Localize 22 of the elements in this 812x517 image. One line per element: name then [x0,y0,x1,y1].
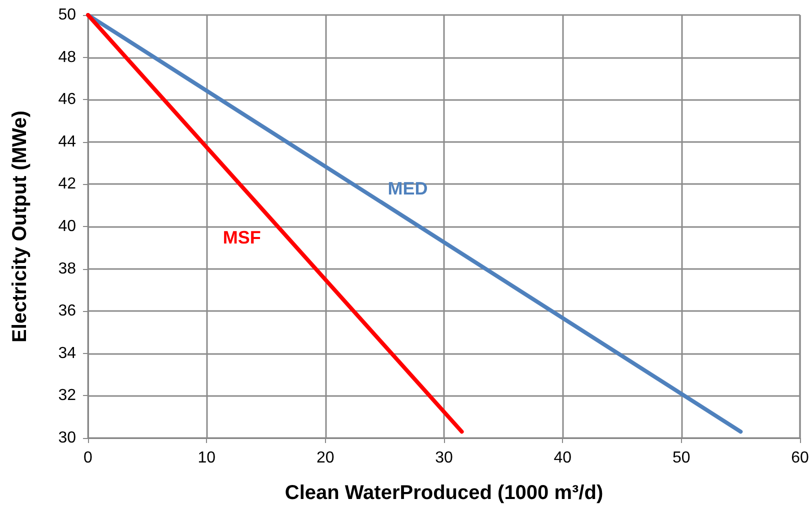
y-tick-label: 32 [58,387,76,404]
y-tick-label: 46 [58,91,76,108]
y-tick-label: 36 [58,302,76,320]
y-tick-label: 34 [58,344,76,362]
y-tick-label: 44 [58,133,76,150]
y-tick-label: 30 [58,430,76,446]
x-tick-label: 10 [198,450,216,466]
x-tick-label: 40 [554,450,572,466]
y-tick-label: 48 [58,48,76,66]
y-tick-label: 42 [58,176,76,193]
y-axis-title: Electricity Output (MWe) [9,110,31,342]
x-tick-label: 60 [791,450,809,466]
x-tick-label: 50 [672,450,690,466]
x-tick-label: 20 [316,450,334,466]
y-tick-label: 50 [58,6,76,24]
series-label: MED [388,178,428,198]
y-tick-label: 38 [58,260,76,278]
y-tick-label: 40 [58,218,76,235]
x-axis-title: Clean WaterProduced (1000 m³/d) [284,482,604,504]
series-label: MSF [222,227,261,248]
x-tick-label: 0 [84,450,93,466]
x-tick-label: 30 [435,450,453,466]
